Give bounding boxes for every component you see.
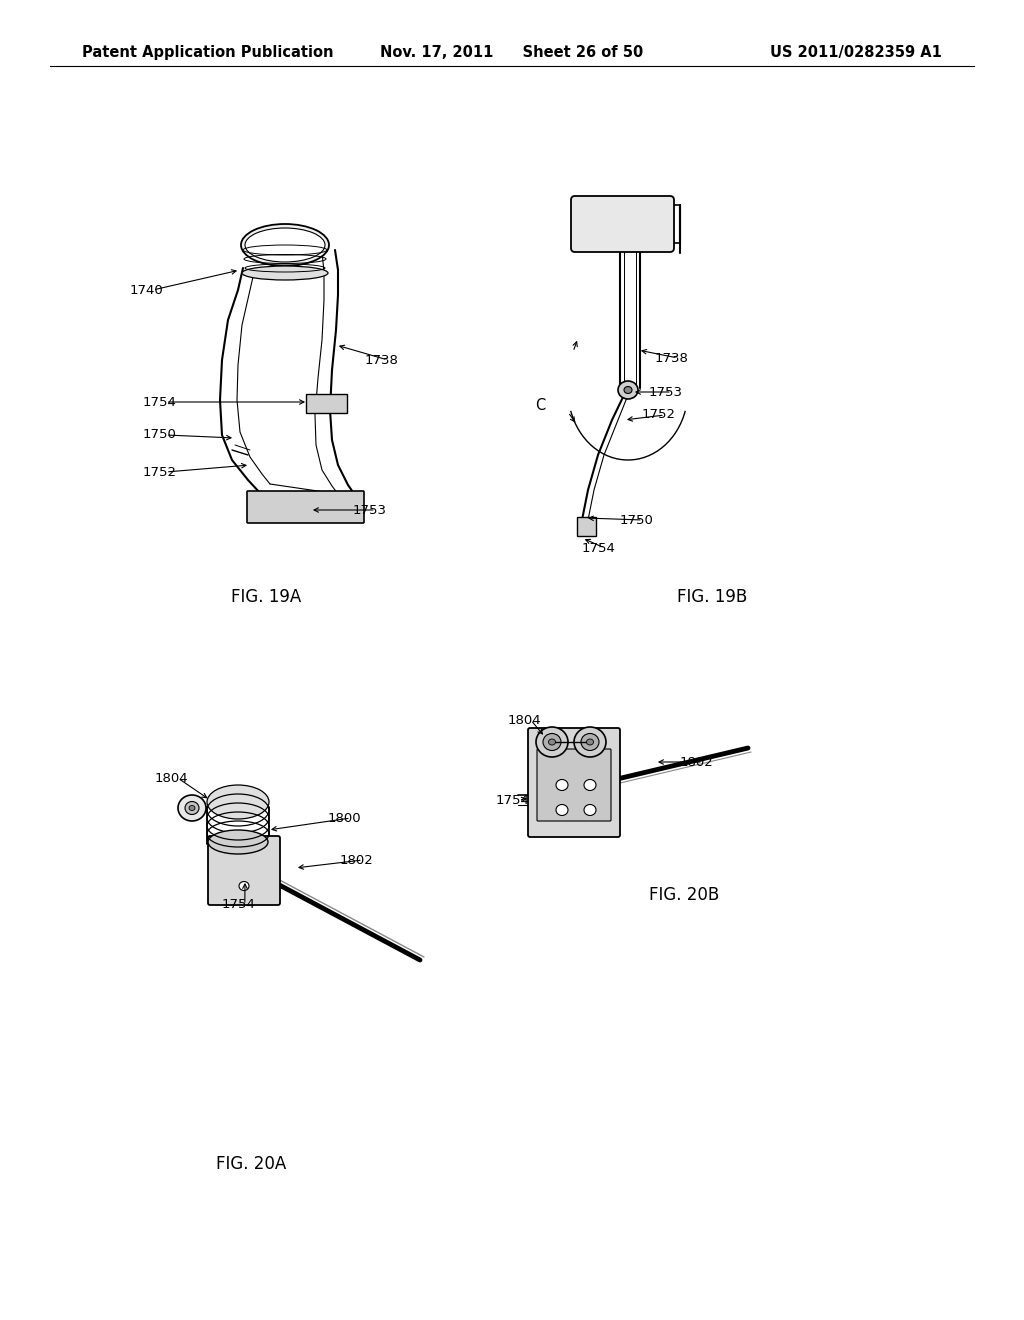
- Text: 1754: 1754: [582, 541, 615, 554]
- Ellipse shape: [208, 830, 268, 854]
- Ellipse shape: [189, 805, 195, 810]
- Ellipse shape: [556, 804, 568, 816]
- Ellipse shape: [185, 801, 199, 814]
- FancyBboxPatch shape: [208, 836, 280, 906]
- Text: 1802: 1802: [680, 755, 714, 768]
- Text: 1738: 1738: [655, 351, 689, 364]
- Text: 1752: 1752: [143, 466, 177, 479]
- Ellipse shape: [207, 785, 269, 818]
- Ellipse shape: [549, 739, 555, 744]
- Ellipse shape: [543, 734, 561, 751]
- Text: C: C: [535, 397, 545, 412]
- Ellipse shape: [618, 381, 638, 399]
- Ellipse shape: [624, 387, 632, 393]
- Text: 1754: 1754: [143, 396, 177, 408]
- Ellipse shape: [587, 739, 594, 744]
- FancyBboxPatch shape: [537, 748, 611, 821]
- Text: 1754: 1754: [222, 899, 256, 912]
- Text: Nov. 17, 2011  Sheet 26 of 50: Nov. 17, 2011 Sheet 26 of 50: [380, 45, 644, 59]
- Ellipse shape: [239, 882, 249, 891]
- Text: 1738: 1738: [365, 354, 399, 367]
- Ellipse shape: [556, 780, 568, 791]
- Text: 1752: 1752: [642, 408, 676, 421]
- Text: FIG. 20B: FIG. 20B: [649, 886, 719, 904]
- Text: 1753: 1753: [649, 385, 683, 399]
- Text: US 2011/0282359 A1: US 2011/0282359 A1: [770, 45, 942, 59]
- Text: FIG. 19A: FIG. 19A: [231, 587, 301, 606]
- Text: 1740: 1740: [130, 284, 164, 297]
- Text: 1753: 1753: [353, 503, 387, 516]
- Ellipse shape: [584, 804, 596, 816]
- FancyBboxPatch shape: [571, 195, 674, 252]
- Ellipse shape: [574, 727, 606, 756]
- Text: FIG. 20A: FIG. 20A: [216, 1155, 286, 1173]
- Text: 1754: 1754: [496, 793, 529, 807]
- Text: 1750: 1750: [143, 429, 177, 441]
- Ellipse shape: [581, 734, 599, 751]
- Text: 1804: 1804: [508, 714, 542, 726]
- FancyBboxPatch shape: [578, 517, 597, 536]
- Text: 1800: 1800: [328, 812, 361, 825]
- Ellipse shape: [242, 267, 328, 280]
- Text: Patent Application Publication: Patent Application Publication: [82, 45, 334, 59]
- Text: 1802: 1802: [340, 854, 374, 866]
- Ellipse shape: [584, 780, 596, 791]
- Text: FIG. 19B: FIG. 19B: [677, 587, 746, 606]
- Text: 1750: 1750: [620, 513, 654, 527]
- FancyBboxPatch shape: [528, 729, 620, 837]
- FancyBboxPatch shape: [247, 491, 364, 523]
- Text: 1804: 1804: [155, 771, 188, 784]
- Ellipse shape: [536, 727, 568, 756]
- FancyBboxPatch shape: [306, 395, 347, 413]
- Ellipse shape: [245, 228, 325, 261]
- Ellipse shape: [241, 224, 329, 267]
- Ellipse shape: [178, 795, 206, 821]
